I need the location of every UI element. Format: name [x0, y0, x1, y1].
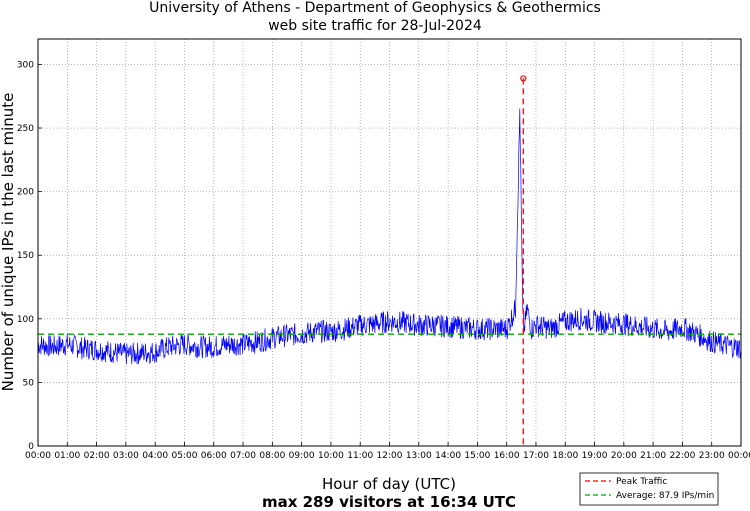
- x-tick-labels: 00:00 01:00 02:00 03:00 04:00 05:00 06:00 07:00…: [25, 451, 750, 461]
- plot-frame: [37, 38, 742, 447]
- x-tick-label: 12:00: [377, 451, 403, 461]
- x-tick-label: 07:00: [230, 451, 256, 461]
- x-tick-label: 20:00: [611, 451, 637, 461]
- y-tick-label: 50: [23, 378, 35, 388]
- x-tick-label: 10:00: [318, 451, 344, 461]
- x-tick-label: 21:00: [640, 451, 666, 461]
- x-tick-label: 19:00: [582, 451, 608, 461]
- x-tick-label: 04:00: [142, 451, 168, 461]
- x-axis-label: Hour of day (UTC): [322, 475, 456, 493]
- x-tick-label: 05:00: [171, 451, 197, 461]
- y-tick-label: 150: [17, 251, 34, 261]
- chart-title: University of Athens - Department of Geo…: [149, 0, 601, 16]
- y-tick-label: 100: [17, 315, 34, 325]
- footer-text: max 289 visitors at 16:34 UTC: [262, 493, 516, 511]
- y-tick-label: 300: [17, 60, 34, 70]
- x-tick-label: 00:00: [25, 451, 51, 461]
- x-tick-label: 09:00: [289, 451, 315, 461]
- x-tick-label: 22:00: [669, 451, 695, 461]
- legend-average-label: Average: 87.9 IPs/min: [616, 491, 714, 501]
- grid-lines: [37, 39, 742, 447]
- x-tick-label: 16:00: [494, 451, 520, 461]
- x-tick-label: 00:00: [728, 451, 750, 461]
- y-tick-label: 200: [17, 188, 34, 198]
- x-tick-label: 23:00: [699, 451, 725, 461]
- x-tick-label: 08:00: [259, 451, 285, 461]
- x-tick-label: 18:00: [552, 451, 578, 461]
- chart-subtitle: web site traffic for 28-Jul-2024: [268, 18, 482, 34]
- legend-box: [579, 472, 719, 506]
- legend: Peak Traffic Average: 87.9 IPs/min: [579, 472, 719, 506]
- y-tick-label: 0: [28, 442, 34, 452]
- x-tick-label: 02:00: [84, 451, 110, 461]
- x-tick-label: 06:00: [201, 451, 227, 461]
- overlays-group: [38, 75, 741, 446]
- x-tick-label: 15:00: [464, 451, 490, 461]
- y-tick-labels: 0 50 100 150 200 250 300: [17, 60, 34, 452]
- y-axis-label: Number of unique IPs in the last minute: [0, 93, 17, 392]
- x-tick-label: 13:00: [406, 451, 432, 461]
- x-tick-label: 11:00: [347, 451, 373, 461]
- series-group: [37, 108, 741, 365]
- traffic-series-line: [37, 108, 741, 365]
- peak-marker: [520, 75, 527, 82]
- x-tick-label: 01:00: [54, 451, 80, 461]
- legend-peak-label: Peak Traffic: [616, 477, 667, 487]
- x-tick-label: 03:00: [113, 451, 139, 461]
- x-tick-label: 14:00: [435, 451, 461, 461]
- y-tick-label: 250: [17, 124, 34, 134]
- x-tick-label: 17:00: [523, 451, 549, 461]
